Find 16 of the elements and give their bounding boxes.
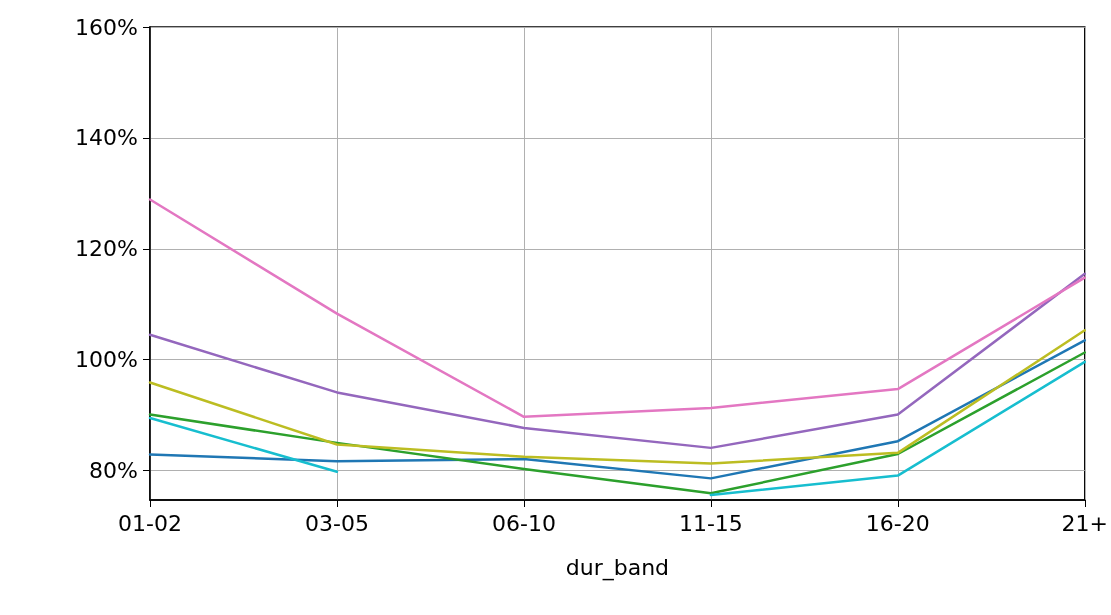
line-series [148,339,1087,480]
x-tick-label: 21+ [1061,510,1108,536]
line-series [148,329,1087,465]
line-series [148,198,1087,419]
x-tick-label: 03-05 [304,510,369,536]
y-tick-label: 120% [75,236,138,262]
y-tick-label: 140% [75,125,138,151]
y-tick-label: 100% [75,347,138,373]
x-tick-label: 16-20 [865,510,930,536]
x-tick-label: 06-10 [491,510,556,536]
line-series [148,272,1087,450]
y-tick-label: 80% [89,458,138,484]
x-tick-label: 01-02 [118,510,182,536]
x-axis-title: dur_band [565,554,670,581]
y-tick-label: 160% [75,14,138,40]
x-tick-label: 11-15 [678,510,743,536]
